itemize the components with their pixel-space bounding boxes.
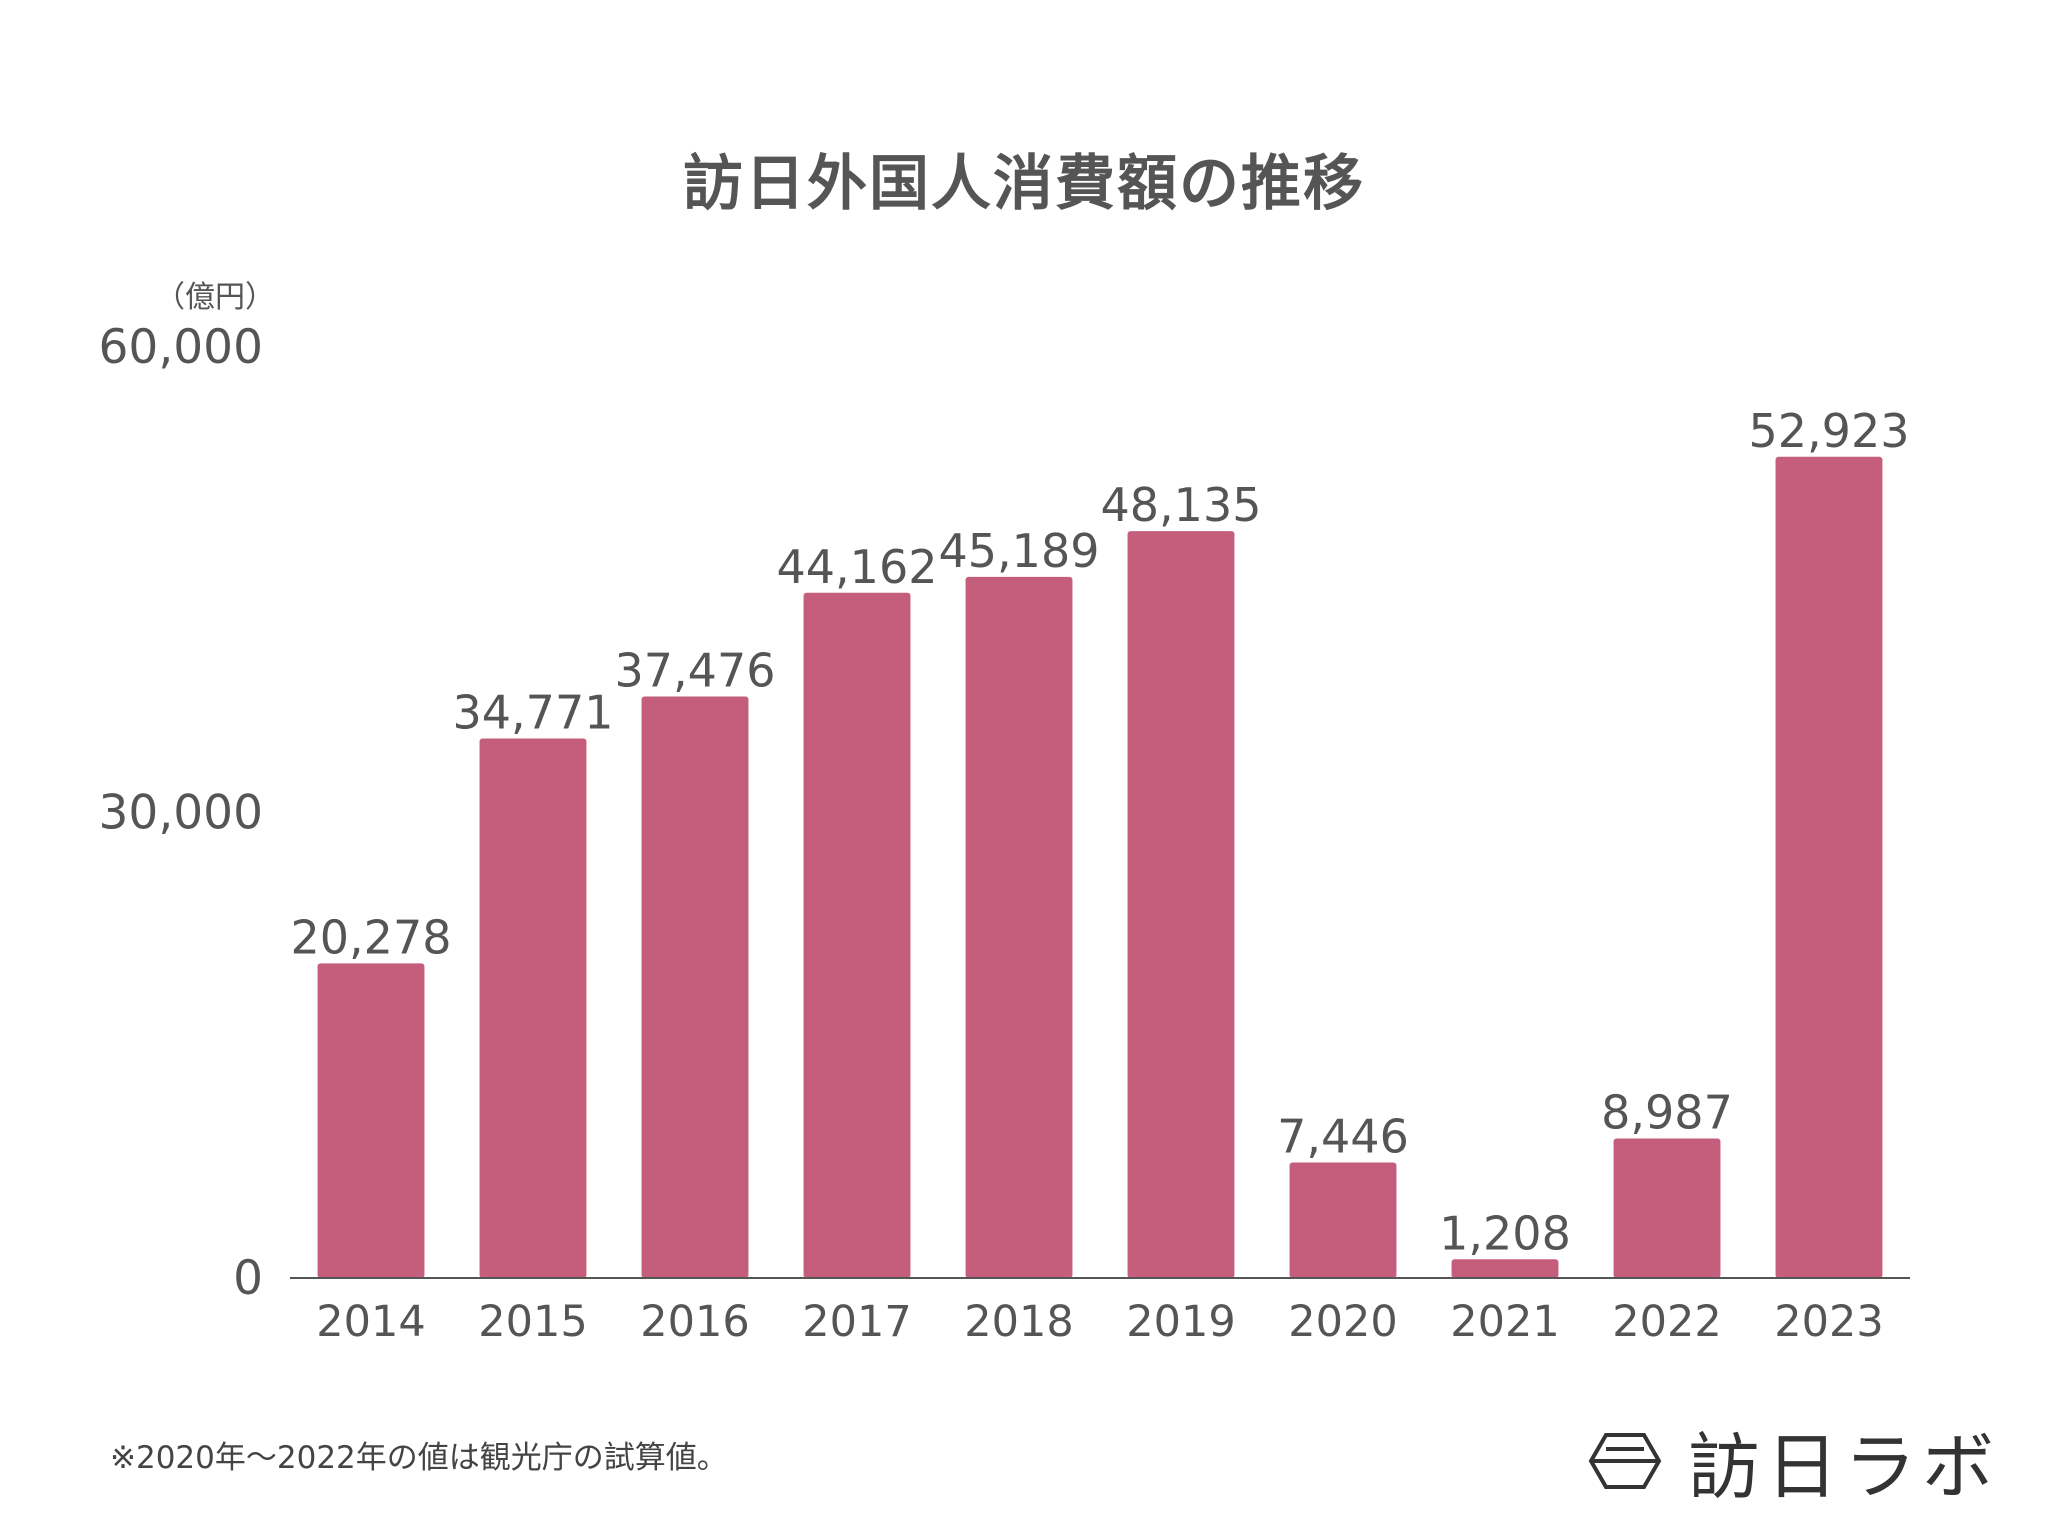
x-tick-label: 2022 bbox=[1612, 1297, 1721, 1347]
bar-2021 bbox=[1451, 1259, 1559, 1278]
x-tick-label: 2019 bbox=[1126, 1297, 1235, 1347]
brand-logo: 訪日ラボ bbox=[1588, 1408, 2000, 1513]
data-label-2017: 44,162 bbox=[777, 540, 938, 594]
bar-2014 bbox=[317, 963, 425, 1278]
data-label-2018: 45,189 bbox=[939, 524, 1100, 578]
brand-name: 訪日ラボ bbox=[1687, 1425, 2000, 1509]
footnote: ※2020年〜2022年の値は観光庁の試算値。 bbox=[110, 1440, 728, 1476]
bar-2020 bbox=[1289, 1162, 1397, 1278]
data-label-2021: 1,208 bbox=[1439, 1206, 1571, 1260]
hexagon-logo-icon bbox=[1588, 1432, 1662, 1489]
chart-title: 訪日外国人消費額の推移 bbox=[683, 149, 1365, 219]
data-label-2022: 8,987 bbox=[1601, 1086, 1733, 1140]
bar-2022 bbox=[1613, 1138, 1721, 1278]
x-tick-label: 2021 bbox=[1450, 1297, 1559, 1347]
x-axis-labels: 2014 2015 2016 2017 2018 2019 2020 2021 2022 2023 bbox=[316, 1297, 1883, 1347]
y-tick-label: 0 bbox=[233, 1251, 263, 1306]
x-tick-label: 2018 bbox=[964, 1297, 1073, 1347]
data-label-2016: 37,476 bbox=[615, 643, 776, 697]
x-tick-label: 2023 bbox=[1774, 1297, 1883, 1347]
bar-2017 bbox=[803, 592, 911, 1278]
bar-2019 bbox=[1127, 531, 1235, 1278]
y-axis-ticks: 0 30,000 60,000 bbox=[99, 320, 263, 1306]
y-axis-unit-label: （億円） bbox=[155, 280, 275, 315]
x-tick-label: 2020 bbox=[1288, 1297, 1397, 1347]
bar-2016 bbox=[641, 696, 749, 1278]
data-label-2023: 52,923 bbox=[1749, 404, 1910, 458]
data-label-2020: 7,446 bbox=[1277, 1109, 1409, 1163]
data-label-2019: 48,135 bbox=[1101, 478, 1262, 532]
x-tick-label: 2016 bbox=[640, 1297, 749, 1347]
bar-2023 bbox=[1775, 456, 1883, 1278]
x-tick-label: 2017 bbox=[802, 1297, 911, 1347]
data-label-2015: 34,771 bbox=[453, 685, 614, 739]
y-tick-label: 60,000 bbox=[99, 320, 263, 375]
x-tick-label: 2015 bbox=[478, 1297, 587, 1347]
bar-2015 bbox=[479, 738, 587, 1278]
bar-series bbox=[317, 456, 1883, 1278]
bar-2018 bbox=[965, 576, 1073, 1278]
y-tick-label: 30,000 bbox=[99, 786, 263, 841]
data-label-2014: 20,278 bbox=[291, 910, 452, 964]
x-tick-label: 2014 bbox=[316, 1297, 425, 1347]
